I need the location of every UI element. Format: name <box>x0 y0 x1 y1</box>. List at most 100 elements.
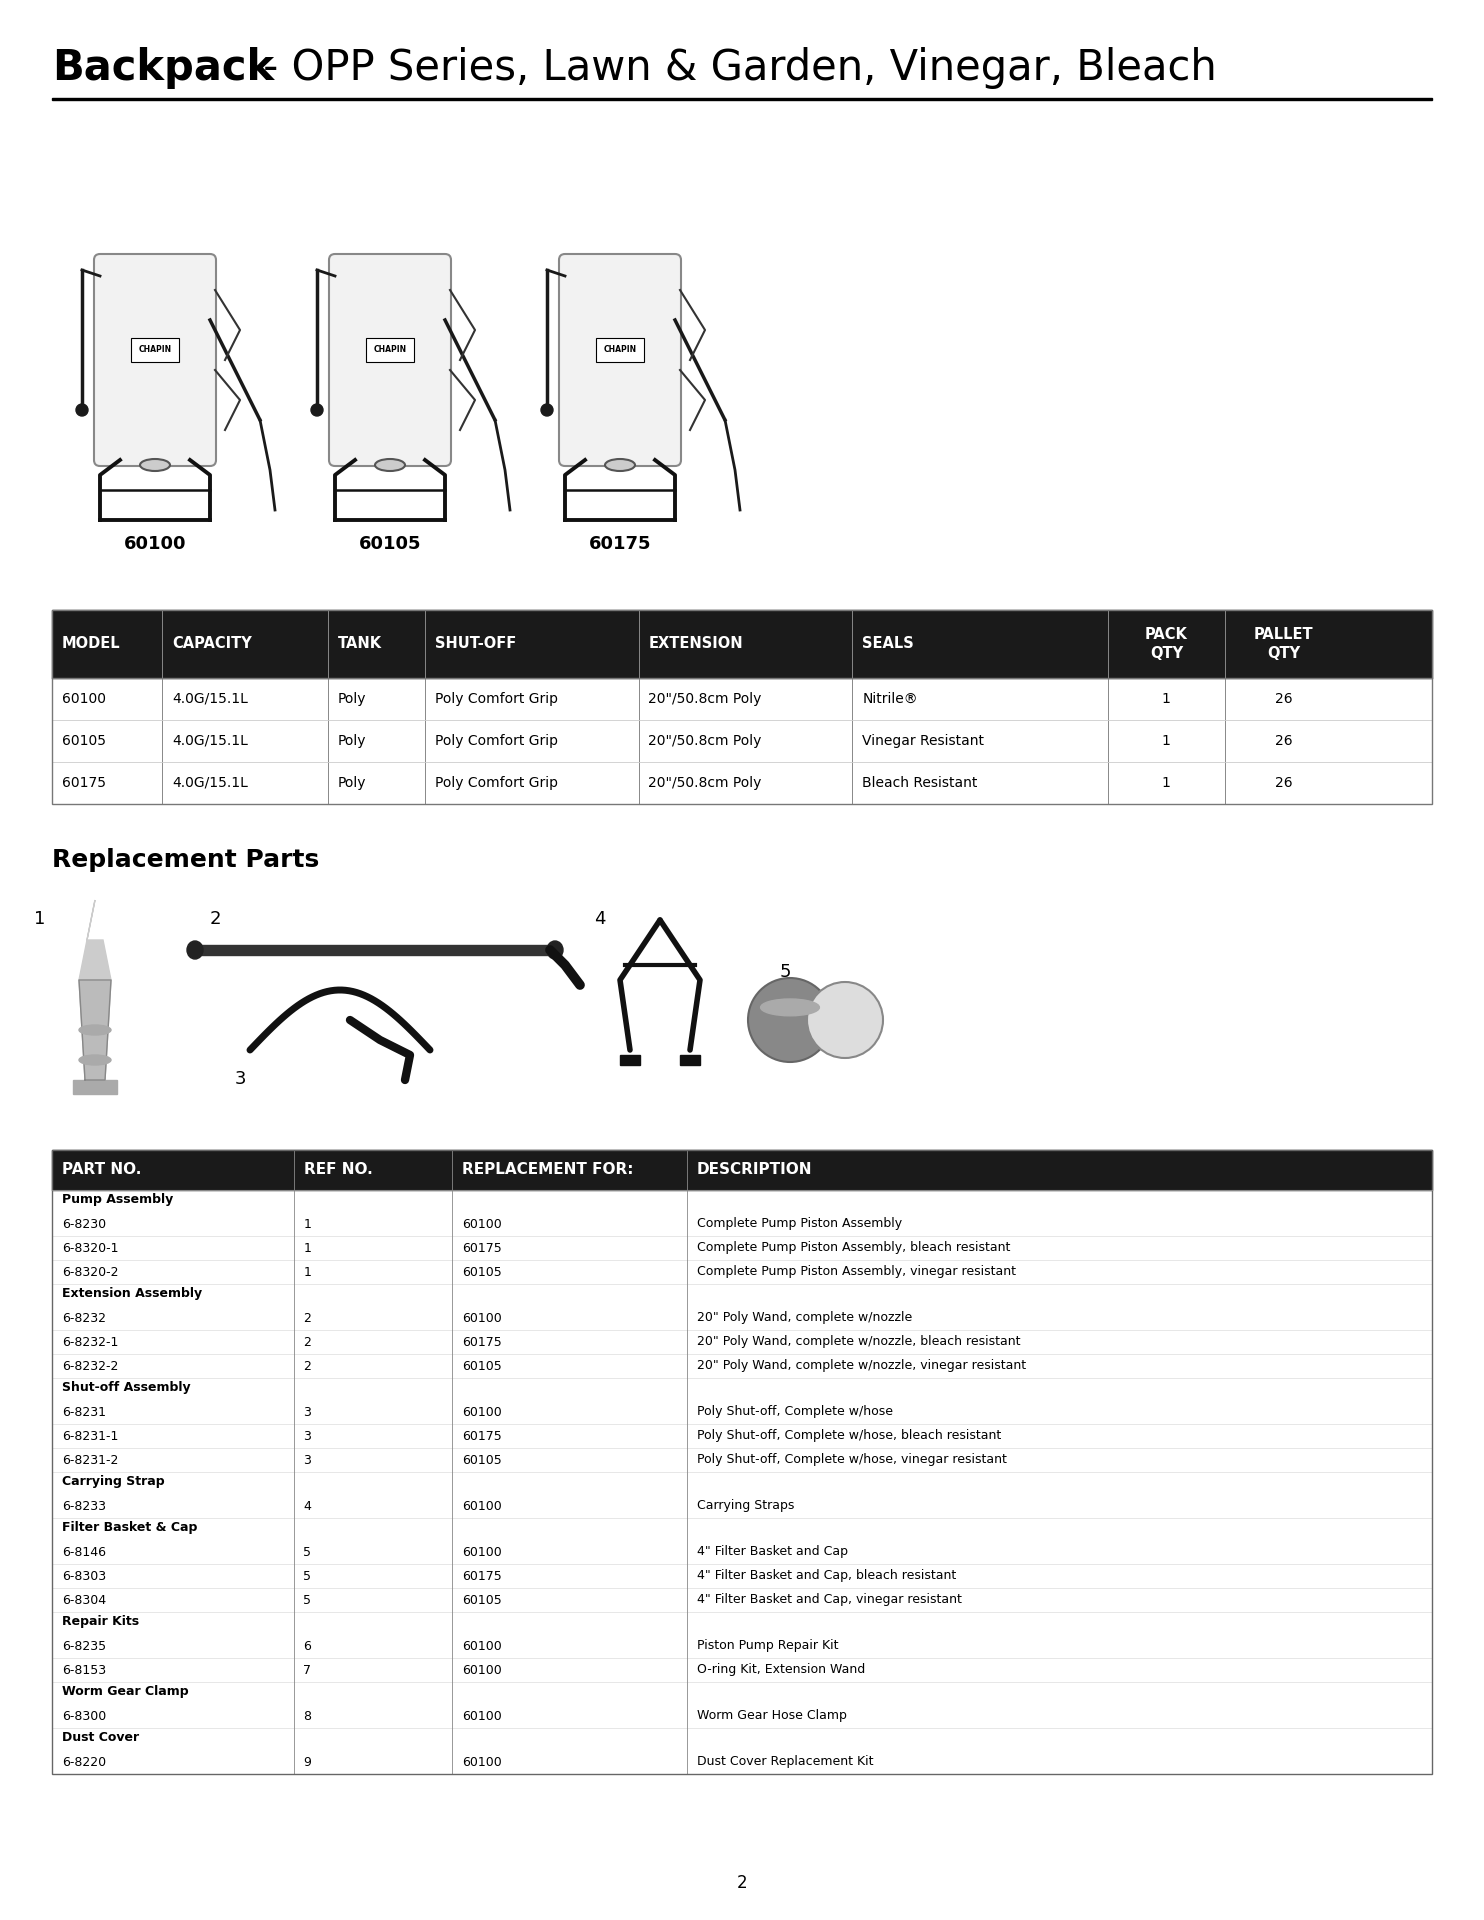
Text: 3: 3 <box>304 1405 312 1419</box>
Text: 60100: 60100 <box>123 536 187 553</box>
Text: 9: 9 <box>304 1755 312 1768</box>
Bar <box>52 1260 1432 1284</box>
Text: Replacement Parts: Replacement Parts <box>52 849 319 872</box>
Bar <box>52 1425 1432 1448</box>
Text: Repair Kits: Repair Kits <box>62 1615 139 1628</box>
Text: 60100: 60100 <box>462 1217 502 1231</box>
Text: 20"/50.8cm Poly: 20"/50.8cm Poly <box>649 733 761 749</box>
Text: 5: 5 <box>304 1569 312 1582</box>
Text: 4" Filter Basket and Cap, bleach resistant: 4" Filter Basket and Cap, bleach resista… <box>697 1569 956 1582</box>
Text: Bleach Resistant: Bleach Resistant <box>862 776 978 789</box>
Bar <box>52 1354 1432 1379</box>
Circle shape <box>748 977 833 1062</box>
Text: CAPACITY: CAPACITY <box>172 637 252 651</box>
Text: 6-8304: 6-8304 <box>62 1594 107 1607</box>
Text: 60100: 60100 <box>62 691 105 707</box>
Ellipse shape <box>79 1054 111 1066</box>
Text: SEALS: SEALS <box>862 637 914 651</box>
Bar <box>52 1331 1432 1354</box>
Ellipse shape <box>605 459 635 470</box>
Text: 1: 1 <box>1162 776 1171 789</box>
Text: PACK
QTY: PACK QTY <box>1146 628 1187 660</box>
Bar <box>52 1306 1432 1331</box>
Ellipse shape <box>187 941 203 958</box>
Ellipse shape <box>139 459 171 470</box>
Bar <box>194 945 555 954</box>
Text: EXTENSION: EXTENSION <box>649 637 743 651</box>
Text: 60105: 60105 <box>462 1265 502 1279</box>
Circle shape <box>76 403 88 417</box>
Text: 6-8232-2: 6-8232-2 <box>62 1359 119 1373</box>
Text: 20" Poly Wand, complete w/nozzle, bleach resistant: 20" Poly Wand, complete w/nozzle, bleach… <box>697 1336 1021 1348</box>
Bar <box>620 1054 640 1066</box>
Text: Vinegar Resistant: Vinegar Resistant <box>862 733 984 749</box>
Text: PART NO.: PART NO. <box>62 1162 141 1177</box>
Text: 4" Filter Basket and Cap, vinegar resistant: 4" Filter Basket and Cap, vinegar resist… <box>697 1594 962 1607</box>
Text: 2: 2 <box>736 1874 748 1891</box>
Text: Pump Assembly: Pump Assembly <box>62 1194 174 1206</box>
Text: Carrying Straps: Carrying Straps <box>697 1500 794 1513</box>
Text: 60105: 60105 <box>462 1359 502 1373</box>
Text: 2: 2 <box>304 1311 312 1325</box>
Text: REPLACEMENT FOR:: REPLACEMENT FOR: <box>462 1162 634 1177</box>
Text: 1: 1 <box>304 1217 312 1231</box>
Text: 60100: 60100 <box>462 1663 502 1676</box>
Text: 1: 1 <box>1162 733 1171 749</box>
Text: 60100: 60100 <box>462 1500 502 1513</box>
Text: 26: 26 <box>1275 776 1293 789</box>
Text: TANK: TANK <box>338 637 381 651</box>
Text: Poly: Poly <box>338 733 367 749</box>
Circle shape <box>312 403 324 417</box>
Text: 6-8303: 6-8303 <box>62 1569 107 1582</box>
Bar <box>52 1749 1432 1774</box>
Text: Poly Shut-off, Complete w/hose, vinegar resistant: Poly Shut-off, Complete w/hose, vinegar … <box>697 1453 1006 1467</box>
Bar <box>73 1079 117 1094</box>
Text: 20" Poly Wand, complete w/nozzle: 20" Poly Wand, complete w/nozzle <box>697 1311 913 1325</box>
Text: 1: 1 <box>34 910 46 927</box>
Text: 60100: 60100 <box>462 1405 502 1419</box>
Text: 60100: 60100 <box>462 1640 502 1653</box>
Text: 4: 4 <box>304 1500 312 1513</box>
Text: 5: 5 <box>304 1546 312 1559</box>
Circle shape <box>807 981 883 1058</box>
Text: Poly: Poly <box>338 776 367 789</box>
Text: 6-8231: 6-8231 <box>62 1405 105 1419</box>
Ellipse shape <box>761 998 819 1016</box>
Text: Filter Basket & Cap: Filter Basket & Cap <box>62 1521 197 1534</box>
Text: 60175: 60175 <box>589 536 651 553</box>
Text: Nitrile®: Nitrile® <box>862 691 919 707</box>
Text: 6-8233: 6-8233 <box>62 1500 105 1513</box>
Bar <box>52 720 1432 762</box>
FancyBboxPatch shape <box>329 253 451 467</box>
Text: 6-8235: 6-8235 <box>62 1640 107 1653</box>
Bar <box>52 611 1432 804</box>
Text: DESCRIPTION: DESCRIPTION <box>697 1162 812 1177</box>
Bar <box>52 1565 1432 1588</box>
Text: 6-8220: 6-8220 <box>62 1755 107 1768</box>
Polygon shape <box>79 900 111 979</box>
Text: CHAPIN: CHAPIN <box>138 346 172 355</box>
Text: 20"/50.8cm Poly: 20"/50.8cm Poly <box>649 776 761 789</box>
Circle shape <box>542 403 554 417</box>
Bar <box>52 1659 1432 1682</box>
Text: 6: 6 <box>304 1640 312 1653</box>
Text: 60175: 60175 <box>462 1242 502 1254</box>
Text: 5: 5 <box>779 964 791 981</box>
Text: 7: 7 <box>304 1663 312 1676</box>
Text: Poly Shut-off, Complete w/hose, bleach resistant: Poly Shut-off, Complete w/hose, bleach r… <box>697 1430 1002 1442</box>
Polygon shape <box>79 979 111 1079</box>
Text: Poly Shut-off, Complete w/hose: Poly Shut-off, Complete w/hose <box>697 1405 893 1419</box>
Text: 20" Poly Wand, complete w/nozzle, vinegar resistant: 20" Poly Wand, complete w/nozzle, vinega… <box>697 1359 1025 1373</box>
Text: 4.0G/15.1L: 4.0G/15.1L <box>172 776 248 789</box>
Text: 1: 1 <box>304 1242 312 1254</box>
Text: 2: 2 <box>304 1359 312 1373</box>
Text: 4" Filter Basket and Cap: 4" Filter Basket and Cap <box>697 1546 847 1559</box>
Text: SHUT-OFF: SHUT-OFF <box>435 637 516 651</box>
Text: 60100: 60100 <box>462 1709 502 1722</box>
Text: 6-8146: 6-8146 <box>62 1546 105 1559</box>
Text: 2: 2 <box>304 1336 312 1348</box>
Text: 60175: 60175 <box>462 1569 502 1582</box>
Text: 26: 26 <box>1275 733 1293 749</box>
Bar <box>52 1150 1432 1190</box>
Bar <box>52 1236 1432 1260</box>
